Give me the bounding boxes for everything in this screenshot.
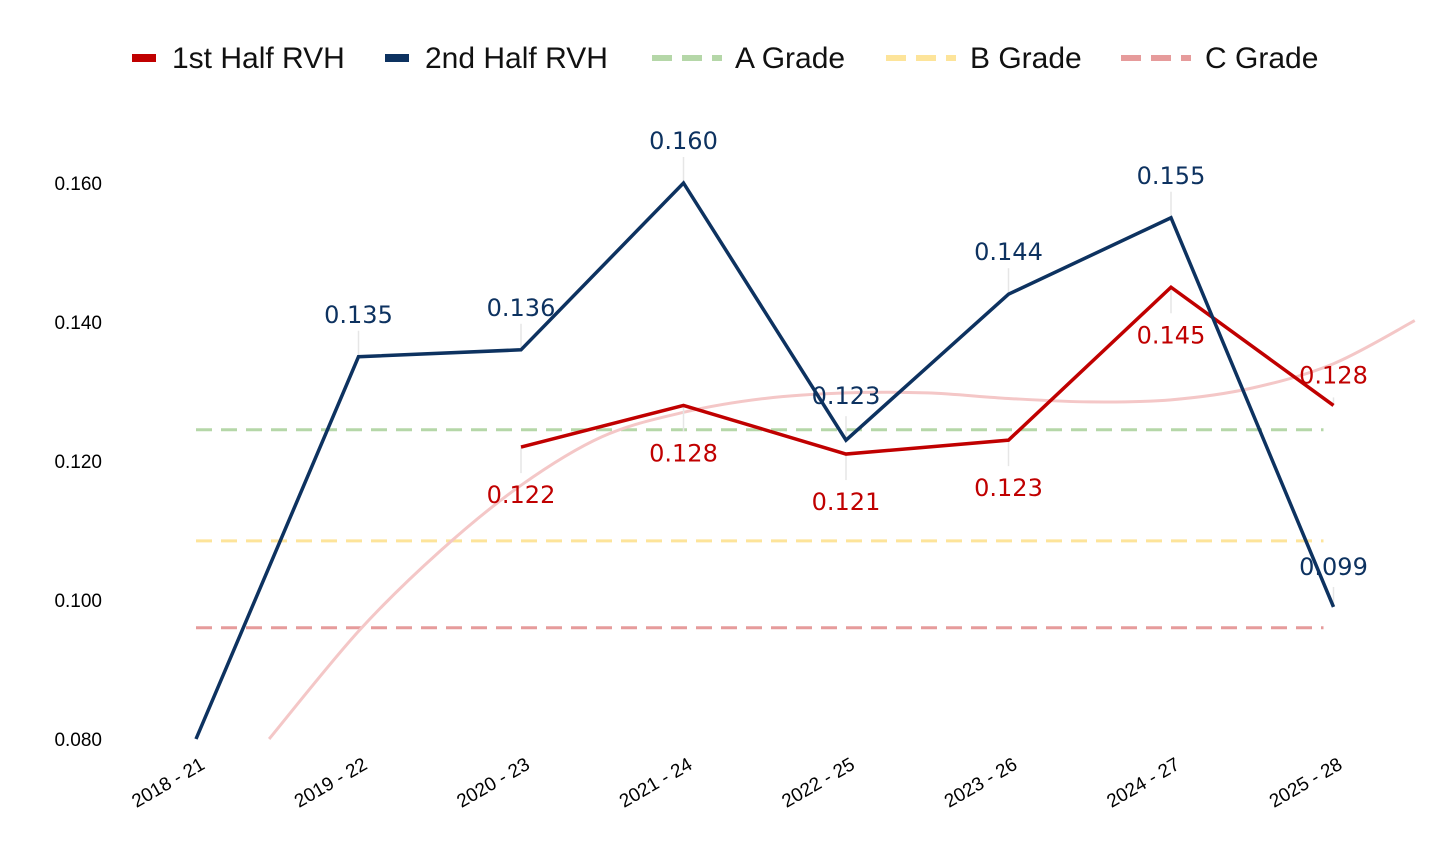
x-tick-label: 2020 - 23	[453, 754, 533, 812]
legend-item-2nd-half-rvh: 2nd Half RVH	[385, 42, 608, 75]
legend-item-b-grade: B Grade	[886, 42, 1082, 75]
y-tick-label: 0.140	[54, 313, 102, 334]
legend-label-2nd-half-rvh: 2nd Half RVH	[425, 42, 608, 75]
data-label-1st-half-rvh: 0.123	[974, 474, 1043, 502]
x-tick-label: 2023 - 26	[941, 754, 1021, 812]
y-tick-label: 0.120	[54, 452, 102, 473]
legend-label-b-grade: B Grade	[970, 42, 1082, 75]
data-label-2nd-half-rvh: 0.136	[487, 294, 556, 322]
data-label-2nd-half-rvh: 0.099	[1299, 553, 1368, 581]
plot-area: 0.122 0.128 0.121 0.123 0.145 0.128 0.135 0.136…	[194, 127, 1416, 740]
y-axis: 0.080 0.100 0.120 0.140 0.160	[54, 174, 102, 751]
series-line-2nd-half-rvh	[194, 180, 1336, 740]
y-tick-label: 0.160	[54, 174, 102, 195]
series-1st-half-rvh: 0.122 0.128 0.121 0.123 0.145 0.128	[487, 284, 1368, 516]
data-label-1st-half-rvh: 0.128	[649, 439, 718, 467]
data-label-1st-half-rvh: 0.128	[1299, 361, 1368, 389]
y-tick-label: 0.100	[54, 591, 102, 612]
x-tick-label: 2019 - 22	[291, 754, 371, 812]
trend-curve	[267, 319, 1416, 740]
data-label-2nd-half-rvh: 0.144	[974, 238, 1043, 266]
x-tick-label: 2018 - 21	[128, 754, 208, 812]
x-tick-label: 2022 - 25	[778, 754, 858, 812]
legend-label-a-grade: A Grade	[735, 42, 845, 75]
data-label-1st-half-rvh: 0.145	[1137, 321, 1206, 349]
series-2nd-half-rvh: 0.135 0.136 0.160 0.123 0.144 0.155 0.099	[194, 127, 1368, 740]
data-label-1st-half-rvh: 0.122	[487, 481, 556, 509]
x-tick-label: 2024 - 27	[1103, 754, 1183, 812]
x-tick-label: 2025 - 28	[1266, 754, 1346, 812]
data-label-2nd-half-rvh: 0.160	[649, 127, 718, 155]
legend-label-c-grade: C Grade	[1205, 42, 1318, 75]
series-line-1st-half-rvh	[520, 284, 1335, 456]
legend: 1st Half RVH 2nd Half RVH A Grade B Grade C …	[132, 42, 1318, 75]
x-tick-label: 2021 - 24	[616, 754, 696, 813]
legend-label-1st-half-rvh: 1st Half RVH	[172, 42, 345, 75]
legend-swatch-1st-half-rvh	[132, 54, 156, 62]
legend-item-a-grade: A Grade	[652, 42, 845, 75]
data-label-2nd-half-rvh: 0.155	[1137, 162, 1206, 190]
data-label-2nd-half-rvh: 0.135	[324, 301, 393, 329]
y-tick-label: 0.080	[54, 730, 102, 751]
legend-item-c-grade: C Grade	[1121, 42, 1318, 75]
legend-swatch-2nd-half-rvh	[385, 54, 409, 62]
data-label-2nd-half-rvh: 0.123	[812, 382, 881, 410]
legend-item-1st-half-rvh: 1st Half RVH	[132, 42, 345, 75]
data-label-1st-half-rvh: 0.121	[812, 488, 881, 516]
x-axis: 2018 - 21 2019 - 22 2020 - 23 2021 - 24 2022…	[128, 754, 1346, 813]
